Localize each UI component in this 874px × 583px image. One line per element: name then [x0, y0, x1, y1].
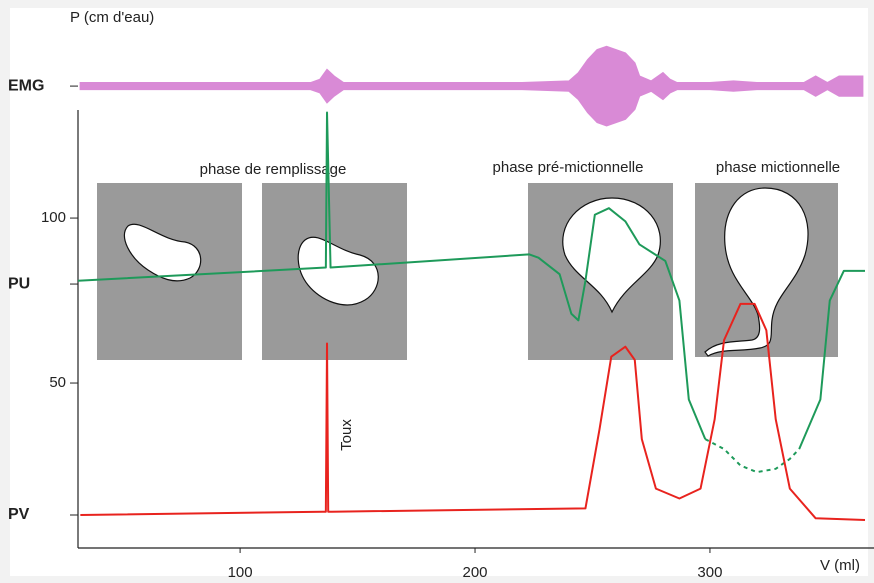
x-tick-label: 200: [463, 564, 488, 581]
y-tick-label: PU: [8, 275, 30, 292]
series-line: [704, 438, 800, 474]
y-tick-label: 50: [49, 374, 66, 391]
bladder-shape: [562, 197, 661, 314]
x-tick-label: 100: [228, 564, 253, 581]
series-line: [80, 302, 866, 521]
x-axis-label: V (ml): [820, 557, 860, 574]
series-line: [77, 111, 865, 450]
y-axis-label: P (cm d'eau): [70, 9, 154, 26]
x-tick-label: 300: [697, 564, 722, 581]
annotation: phase pré-mictionnelle: [493, 159, 644, 176]
emg-band: [79, 45, 864, 127]
y-tick-label: PV: [8, 506, 30, 523]
annotation: Toux: [338, 419, 355, 451]
y-tick-label: 100: [41, 209, 66, 226]
bladder-shape: [297, 236, 379, 306]
annotation: phase de remplissage: [200, 161, 347, 178]
bladder-shape: [704, 187, 809, 357]
y-tick-label: EMG: [8, 77, 44, 94]
annotation: phase mictionnelle: [716, 159, 840, 176]
bladder-shape: [123, 223, 202, 282]
